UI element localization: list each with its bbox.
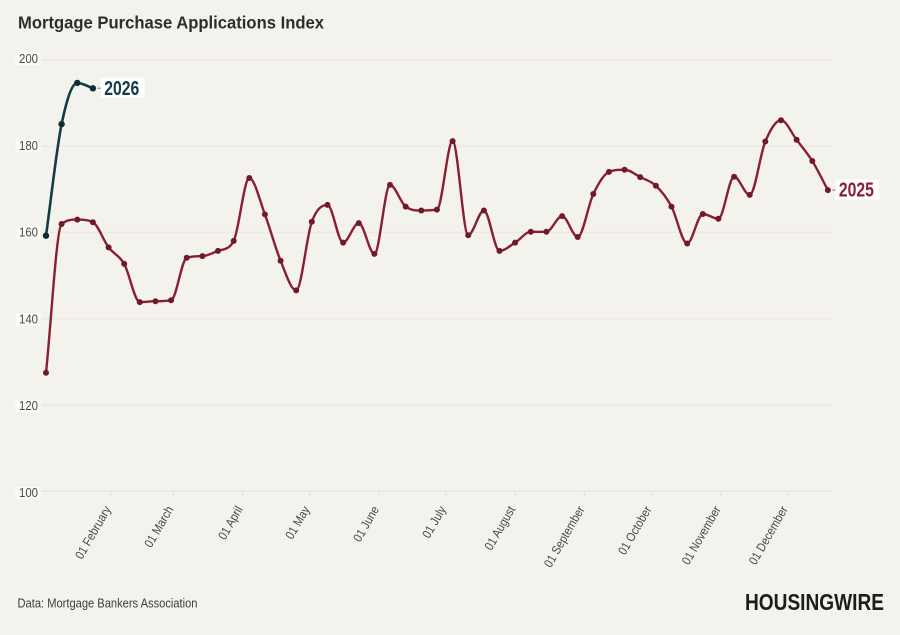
svg-text:2025: 2025	[839, 179, 874, 202]
svg-text:200: 200	[19, 52, 38, 66]
svg-text:HOUSINGWIRE: HOUSINGWIRE	[745, 589, 884, 615]
svg-text:100: 100	[19, 486, 38, 500]
svg-text:140: 140	[19, 312, 38, 326]
svg-text:180: 180	[19, 139, 38, 153]
svg-text:160: 160	[19, 226, 38, 240]
svg-text:Data: Mortgage Bankers Associa: Data: Mortgage Bankers Association	[18, 597, 198, 611]
svg-text:Mortgage Purchase Applications: Mortgage Purchase Applications Index	[18, 13, 324, 33]
svg-text:120: 120	[19, 399, 38, 413]
svg-text:2026: 2026	[104, 77, 139, 100]
